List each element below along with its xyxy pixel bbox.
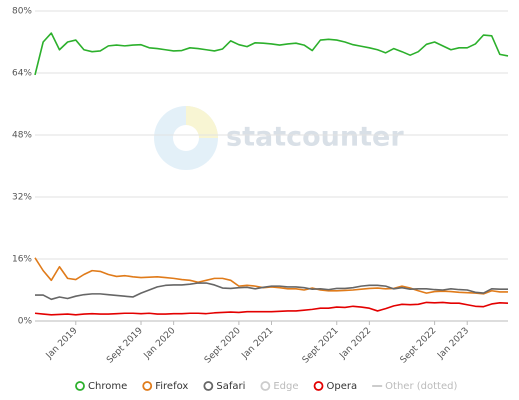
- watermark: statcounter: [226, 122, 404, 153]
- y-tick-label: 0%: [18, 317, 33, 327]
- legend-symbol: [75, 381, 85, 391]
- x-tick-label: Jan 2021: [240, 326, 276, 362]
- y-tick-label: 64%: [12, 69, 32, 79]
- x-tick-label: Sept 2019: [105, 326, 145, 366]
- x-tick-label: Jan 2022: [337, 326, 373, 362]
- x-tick-label: Sept 2021: [301, 326, 341, 366]
- x-tick-label: Jan 2023: [435, 326, 471, 362]
- legend-label: Opera: [327, 381, 358, 392]
- x-tick-label: Jan 2019: [44, 326, 80, 362]
- legend-item: Chrome: [75, 381, 127, 392]
- plot-area: [35, 11, 508, 321]
- legend-label: Edge: [273, 381, 298, 392]
- legend-item: Firefox: [142, 381, 188, 392]
- legend-symbol: [260, 381, 271, 391]
- legend-symbol: [142, 381, 153, 391]
- legend-item: Opera: [313, 381, 358, 392]
- legend-symbol: [203, 381, 214, 391]
- legend-label: Other (dotted): [385, 381, 457, 392]
- legend-item: Safari: [203, 381, 245, 392]
- y-tick-label: 32%: [12, 193, 32, 203]
- x-tick-label: Sept 2022: [399, 326, 439, 366]
- legend-label: Firefox: [155, 381, 188, 392]
- legend-symbol: [313, 381, 324, 391]
- series-line: [34, 301, 509, 316]
- x-tick-label: Sept 2020: [203, 326, 243, 366]
- y-tick-label: 16%: [12, 255, 32, 265]
- x-tick-label: Jan 2020: [142, 326, 178, 362]
- legend-item: Other (dotted): [372, 381, 457, 392]
- watermark-logo: [154, 106, 218, 170]
- y-tick-label: 80%: [12, 7, 32, 17]
- series-line: [34, 32, 509, 76]
- legend-label: Chrome: [88, 381, 127, 392]
- series-line: [35, 282, 508, 301]
- legend-label: Safari: [216, 381, 245, 392]
- y-tick-label: 48%: [12, 131, 32, 141]
- legend-item: Edge: [260, 381, 299, 392]
